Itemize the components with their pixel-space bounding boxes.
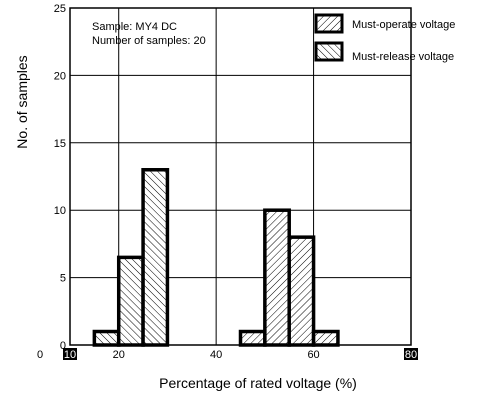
bar-must-release bbox=[141, 168, 170, 347]
bar-must-operate bbox=[263, 208, 291, 347]
bar-must-release bbox=[92, 329, 121, 347]
x-tick-label: 60 bbox=[307, 349, 319, 361]
annotation-line-2: Number of samples: 20 bbox=[92, 35, 206, 47]
x-tick-label: 20 bbox=[113, 349, 125, 361]
legend-label-must-release: Must-release voltage bbox=[352, 51, 454, 63]
y-tick-label: 15 bbox=[54, 138, 66, 150]
legend: Must-operate voltage Must-release voltag… bbox=[314, 13, 455, 63]
annotation-line-1: Sample: MY4 DC bbox=[92, 21, 177, 33]
x-tick-labels: 10 20 40 60 80 0 bbox=[37, 348, 418, 361]
y-axis-label: No. of samples bbox=[14, 55, 30, 148]
x-tick-label-box bbox=[404, 348, 418, 360]
y-tick-label: 25 bbox=[54, 3, 66, 15]
legend-swatch-must-operate bbox=[314, 13, 344, 34]
x-tick-label: 40 bbox=[210, 349, 222, 361]
bar-must-operate bbox=[287, 235, 316, 347]
x-tick-label: 10 bbox=[64, 349, 76, 361]
origin-label: 0 bbox=[37, 349, 43, 361]
x-axis-label: Percentage of rated voltage (%) bbox=[159, 375, 357, 391]
bar-must-release bbox=[116, 255, 145, 347]
y-tick-label: 0 bbox=[60, 340, 66, 352]
grid-lines bbox=[70, 8, 411, 345]
bar-must-operate bbox=[238, 329, 267, 347]
x-tick-label: 80 bbox=[405, 349, 417, 361]
y-tick-label: 20 bbox=[54, 70, 66, 82]
x-tick-label-box bbox=[63, 348, 77, 360]
bar-must-operate bbox=[311, 329, 340, 347]
y-tick-labels: 0 5 10 15 20 25 bbox=[54, 3, 66, 352]
bars-layer bbox=[92, 168, 340, 347]
legend-swatch-must-release bbox=[314, 41, 344, 62]
plot-frame bbox=[69, 7, 412, 346]
legend-label-must-operate: Must-operate voltage bbox=[352, 19, 455, 31]
y-tick-label: 10 bbox=[54, 205, 66, 217]
y-tick-label: 5 bbox=[60, 273, 66, 285]
